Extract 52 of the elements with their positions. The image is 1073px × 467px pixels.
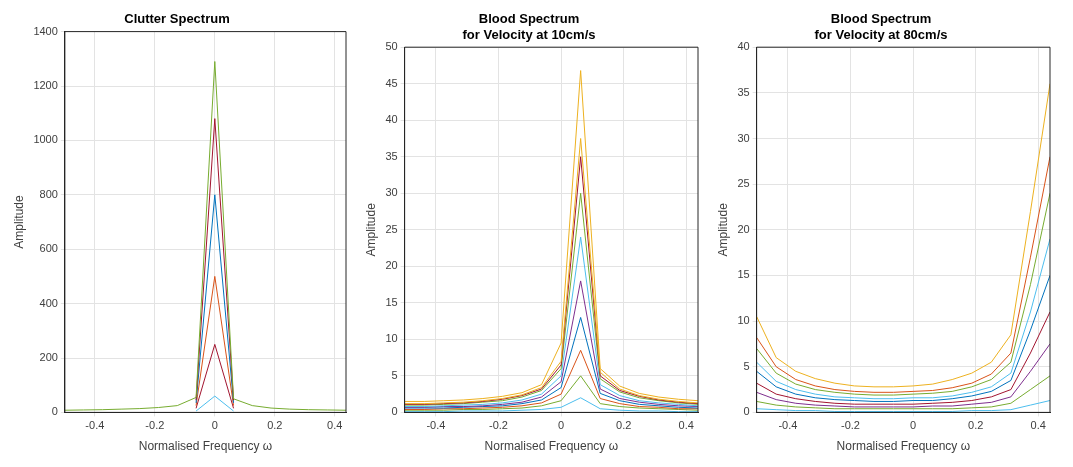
y-tick-label: 5 (743, 359, 750, 372)
x-tick-label: 0 (211, 419, 218, 432)
y-tick-label: 800 (39, 187, 58, 200)
y-tick-label: 5 (391, 368, 398, 381)
y-tick-label: 40 (385, 113, 398, 126)
y-axis-title: Amplitude (11, 195, 26, 249)
y-tick-label: 15 (385, 295, 398, 308)
x-axis-title: Normalised Frequency ω (836, 439, 971, 454)
x-tick-label: 0.2 (616, 419, 632, 432)
x-tick-label: 0 (558, 419, 565, 432)
y-tick-label: 25 (737, 177, 750, 190)
x-tick-label: -0.4 (85, 419, 105, 432)
y-tick-label: 0 (743, 405, 750, 418)
y-tick-label: 30 (737, 131, 750, 144)
y-tick-label: 35 (385, 149, 398, 162)
y-tick-label: 10 (737, 314, 750, 327)
y-tick-label: 30 (385, 186, 398, 199)
x-tick-label: -0.2 (489, 419, 508, 432)
y-tick-label: 0 (51, 405, 58, 418)
x-tick-label: -0.4 (778, 419, 798, 432)
y-tick-label: 10 (385, 332, 398, 345)
y-tick-label: 400 (39, 296, 58, 309)
x-tick-label: 0.2 (968, 419, 984, 432)
x-tick-label: 0 (910, 419, 917, 432)
x-tick-label: 0.2 (267, 419, 283, 432)
x-tick-label: 0.4 (327, 419, 343, 432)
y-tick-label: 1000 (33, 133, 58, 146)
x-tick-label: 0.4 (1030, 419, 1046, 432)
y-tick-label: 200 (39, 351, 58, 364)
x-axis-title: Normalised Frequency ω (484, 439, 619, 454)
x-tick-label: -0.2 (145, 419, 165, 432)
y-tick-label: 1400 (33, 24, 58, 37)
x-tick-label: 0.4 (678, 419, 694, 432)
x-tick-label: -0.4 (426, 419, 446, 432)
y-tick-label: 45 (385, 76, 398, 89)
y-tick-label: 600 (39, 242, 58, 255)
y-tick-label: 1200 (33, 79, 58, 92)
y-tick-label: 20 (385, 259, 398, 272)
y-tick-label: 40 (737, 40, 750, 53)
y-axis-title: Amplitude (363, 202, 378, 257)
x-tick-label: -0.2 (841, 419, 860, 432)
chart-title: Clutter Spectrum (124, 11, 230, 27)
y-tick-label: 50 (385, 40, 398, 53)
y-tick-label: 20 (737, 222, 750, 235)
y-axis-title: Amplitude (715, 202, 730, 257)
y-tick-label: 25 (385, 222, 398, 235)
y-tick-label: 0 (391, 405, 398, 418)
y-tick-label: 15 (737, 268, 750, 281)
y-tick-label: 35 (737, 85, 750, 98)
x-axis-title: Normalised Frequency ω (138, 439, 273, 454)
chart-title: Blood Spectrum for Velocity at 10cm/s (462, 11, 596, 42)
chart-title: Blood Spectrum for Velocity at 80cm/s (814, 11, 948, 42)
